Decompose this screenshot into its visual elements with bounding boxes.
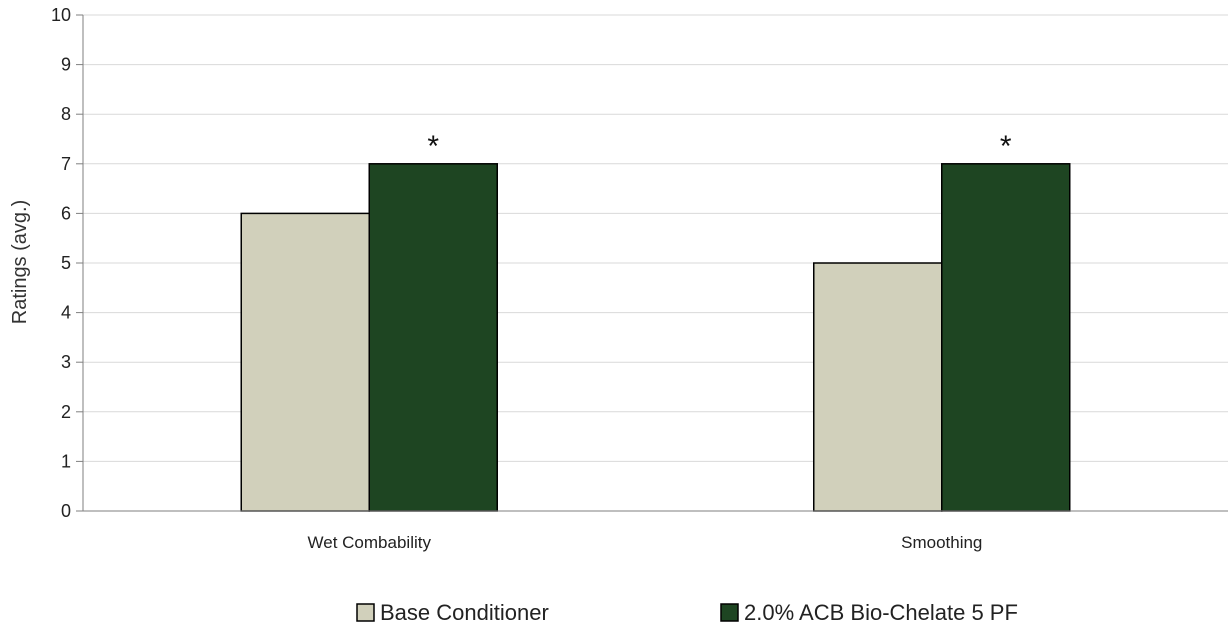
y-tick-label: 9 — [61, 55, 71, 75]
bar — [813, 262, 943, 512]
y-tick-label: 10 — [51, 5, 71, 25]
y-tick-label: 2 — [61, 402, 71, 422]
bar — [240, 212, 370, 512]
y-axis-title: Ratings (avg.) — [9, 200, 31, 325]
legend: Base Conditioner 2.0% ACB Bio-Chelate 5 P… — [356, 600, 1018, 625]
y-tick-label: 5 — [61, 253, 71, 273]
axes — [76, 14, 1228, 512]
y-tick-label: 7 — [61, 154, 71, 174]
legend-label: Base Conditioner — [380, 600, 549, 625]
y-tick-label: 3 — [61, 352, 71, 372]
x-category-label: Wet Combability — [308, 533, 432, 552]
bar — [368, 163, 498, 512]
bar — [941, 163, 1071, 512]
y-tick-label: 1 — [61, 451, 71, 471]
legend-swatch — [720, 603, 739, 622]
significance-marker: * — [1000, 130, 1012, 163]
legend-swatch — [356, 603, 375, 622]
tick-labels: 0 1 2 3 4 5 6 7 8 9 10 * Wet Combability * Smoothing — [51, 5, 1012, 552]
y-tick-label: 8 — [61, 104, 71, 124]
y-tick-label: 0 — [61, 501, 71, 521]
significance-marker: * — [427, 130, 439, 163]
x-category-label: Smoothing — [901, 533, 982, 552]
y-tick-label: 4 — [61, 303, 71, 323]
bars — [240, 163, 1071, 512]
legend-label: 2.0% ACB Bio-Chelate 5 PF — [744, 600, 1018, 625]
y-tick-label: 6 — [61, 203, 71, 223]
